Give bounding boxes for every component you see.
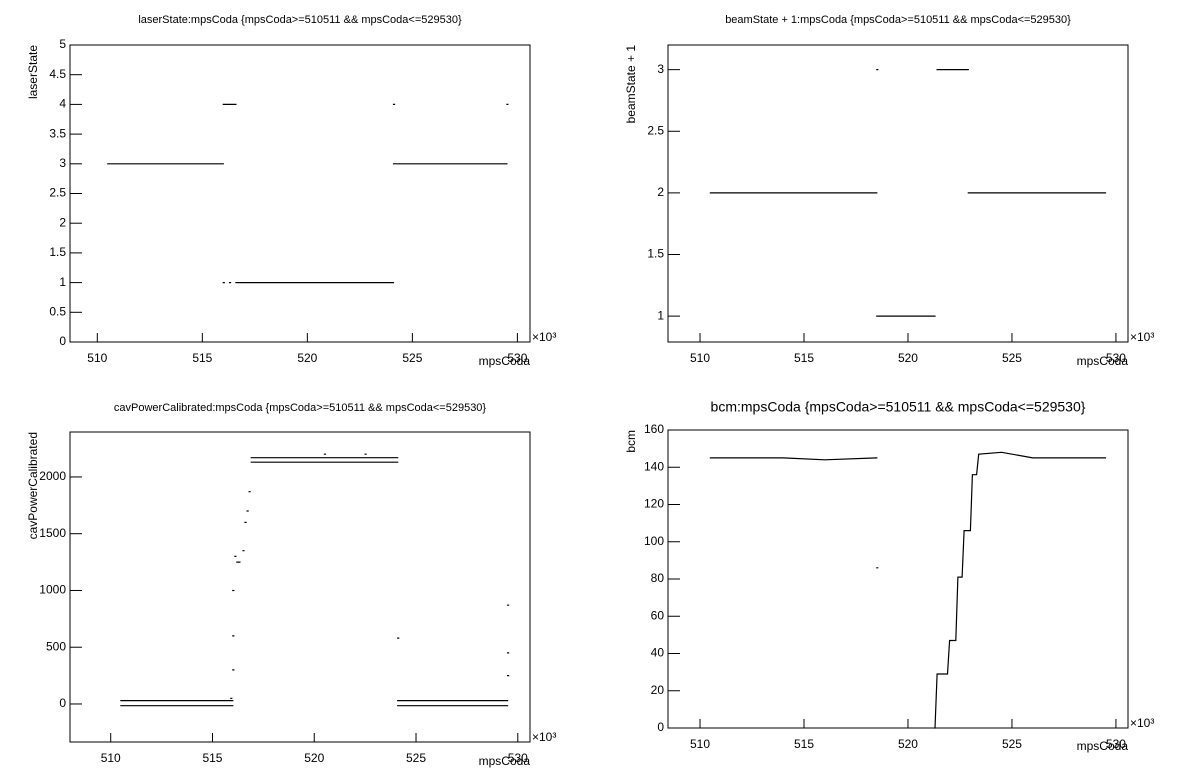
x-axis-label: mpsCoda — [1077, 354, 1129, 368]
y-tick-label: 0 — [657, 720, 664, 734]
y-tick-label: 1 — [657, 308, 664, 322]
x-tick-label: 515 — [202, 751, 222, 765]
plot-frame — [667, 44, 1129, 343]
y-tick-label: 0 — [59, 696, 66, 710]
x-multiplier: ×10³ — [532, 730, 556, 744]
x-multiplier: ×10³ — [1130, 330, 1154, 344]
x-tick-label: 520 — [304, 751, 324, 765]
x-tick-label: 530 — [507, 351, 527, 365]
y-tick-label: 4 — [59, 97, 66, 111]
x-axis-label: mpsCoda — [1077, 739, 1129, 753]
x-tick-label: 530 — [1106, 737, 1126, 751]
data-line — [120, 453, 510, 707]
x-tick-label: 525 — [1002, 737, 1022, 751]
y-tick-label: 20 — [651, 683, 665, 697]
x-tick-label: 525 — [1002, 351, 1022, 365]
x-tick-label: 510 — [690, 737, 710, 751]
y-tick-label: 3 — [59, 156, 66, 170]
plot-frame — [667, 429, 1129, 729]
chart-title: beamState + 1:mpsCoda {mpsCoda>=510511 &… — [725, 14, 1071, 26]
x-tick-label: 525 — [406, 751, 426, 765]
y-tick-label: 1 — [59, 275, 66, 289]
y-tick-label: 1.5 — [49, 245, 66, 259]
y-tick-label: 0.5 — [49, 304, 66, 318]
y-axis-label: bcm — [624, 430, 638, 453]
y-tick-label: 80 — [651, 571, 665, 585]
plot-frame — [69, 431, 531, 743]
chart-title: bcm:mpsCoda {mpsCoda>=510511 && mpsCoda<… — [711, 399, 1086, 415]
chart-title: laserState:mpsCoda {mpsCoda>=510511 && m… — [138, 14, 462, 26]
x-multiplier: ×10³ — [532, 330, 556, 344]
y-tick-label: 60 — [651, 608, 665, 622]
y-tick-label: 3 — [657, 62, 664, 76]
x-tick-label: 530 — [1106, 351, 1126, 365]
x-tick-label: 520 — [297, 351, 317, 365]
y-tick-label: 100 — [644, 534, 664, 548]
y-tick-label: 2 — [657, 185, 664, 199]
chart-title: cavPowerCalibrated:mpsCoda {mpsCoda>=510… — [114, 402, 487, 414]
x-tick-label: 530 — [508, 751, 528, 765]
y-tick-label: 0 — [59, 334, 66, 348]
x-tick-label: 525 — [402, 351, 422, 365]
plot-frame — [69, 44, 531, 343]
y-tick-label: 2 — [59, 215, 66, 229]
y-axis-label: cavPowerCalibrated — [26, 432, 40, 539]
y-axis-label: laserState — [26, 45, 40, 99]
x-tick-label: 510 — [101, 751, 121, 765]
x-axis-label: mpsCoda — [479, 354, 531, 368]
x-tick-label: 520 — [898, 351, 918, 365]
y-tick-label: 1500 — [39, 526, 66, 540]
y-tick-label: 2000 — [39, 469, 66, 483]
y-tick-label: 1000 — [39, 583, 66, 597]
y-axis-label: beamState + 1 — [624, 45, 638, 124]
x-tick-label: 510 — [87, 351, 107, 365]
y-tick-label: 120 — [644, 497, 664, 511]
x-axis-label: mpsCoda — [479, 754, 531, 768]
x-tick-label: 510 — [690, 351, 710, 365]
y-tick-label: 5 — [59, 37, 66, 51]
y-tick-label: 1.5 — [647, 247, 664, 261]
data-line — [709, 451, 1107, 729]
x-tick-label: 515 — [794, 737, 814, 751]
y-tick-label: 2.5 — [647, 123, 664, 137]
y-tick-label: 40 — [651, 646, 665, 660]
y-tick-label: 140 — [644, 459, 664, 473]
data-line — [107, 103, 509, 284]
x-tick-label: 515 — [794, 351, 814, 365]
y-tick-label: 160 — [644, 422, 664, 436]
y-tick-label: 2.5 — [49, 186, 66, 200]
y-tick-label: 4.5 — [49, 67, 66, 81]
data-line — [709, 69, 1107, 317]
y-tick-label: 3.5 — [49, 126, 66, 140]
y-tick-label: 500 — [46, 639, 66, 653]
x-tick-label: 520 — [898, 737, 918, 751]
x-multiplier: ×10³ — [1130, 716, 1154, 730]
x-tick-label: 515 — [192, 351, 212, 365]
